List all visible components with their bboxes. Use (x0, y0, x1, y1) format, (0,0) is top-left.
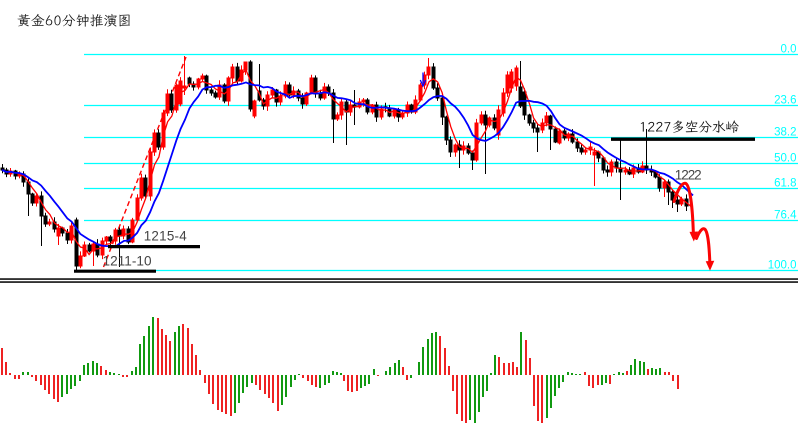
svg-text:100.0: 100.0 (768, 259, 797, 271)
svg-text:23.6: 23.6 (774, 94, 796, 106)
svg-text:50.0: 50.0 (774, 152, 796, 164)
svg-text:1222: 1222 (675, 168, 702, 183)
svg-text:0.0: 0.0 (781, 43, 797, 55)
svg-text:76.4: 76.4 (774, 209, 797, 221)
svg-text:61.8: 61.8 (774, 177, 796, 189)
svg-text:1211-10: 1211-10 (103, 253, 152, 268)
svg-text:1215-4: 1215-4 (144, 228, 188, 243)
svg-text:38.2: 38.2 (774, 126, 796, 138)
